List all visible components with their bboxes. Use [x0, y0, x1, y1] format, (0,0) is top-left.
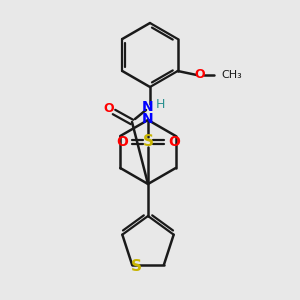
Text: O: O: [194, 68, 205, 82]
Text: CH₃: CH₃: [222, 70, 242, 80]
Text: S: S: [142, 134, 154, 149]
Text: S: S: [130, 259, 142, 274]
Text: N: N: [142, 100, 154, 114]
Text: N: N: [142, 112, 154, 126]
Text: O: O: [104, 103, 114, 116]
Text: H: H: [155, 98, 165, 110]
Text: O: O: [116, 135, 128, 149]
Text: O: O: [168, 135, 180, 149]
